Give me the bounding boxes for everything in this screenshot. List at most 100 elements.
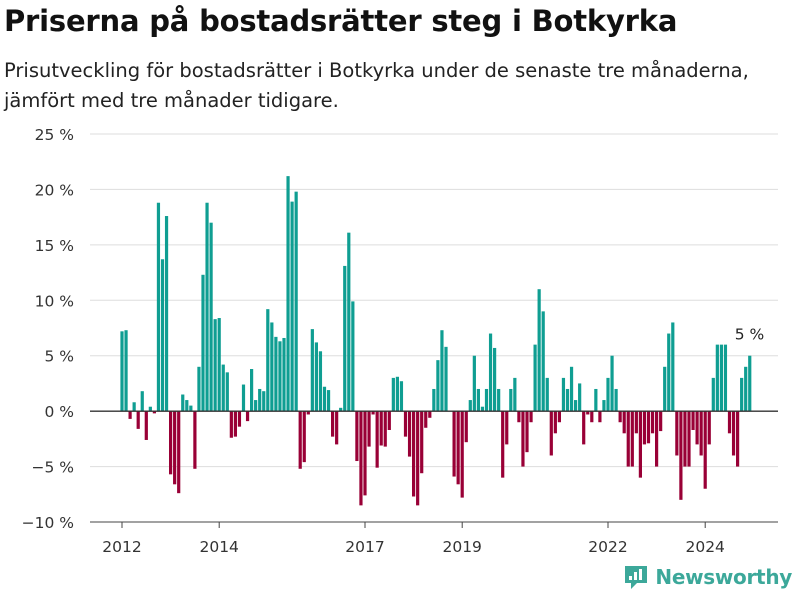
bar: [638, 411, 642, 478]
bar: [407, 411, 412, 457]
bar: [598, 411, 602, 423]
bar: [707, 411, 711, 445]
bar: [501, 411, 505, 478]
bar: [177, 411, 181, 494]
bar: [144, 411, 148, 440]
bar: [711, 377, 715, 412]
bar: [671, 322, 675, 412]
bar: [452, 411, 456, 477]
bar: [586, 411, 590, 415]
bar: [193, 411, 197, 469]
bar: [282, 337, 286, 412]
bar: [120, 331, 124, 412]
bar: [468, 400, 472, 412]
bar: [436, 360, 440, 412]
bar: [124, 330, 128, 412]
bar: [298, 411, 302, 469]
bar: [484, 388, 489, 412]
bar: [367, 411, 371, 447]
x-tick-label: 2019: [442, 538, 481, 556]
bar: [395, 376, 399, 412]
bar: [391, 377, 395, 412]
bar: [505, 411, 509, 445]
bar: [440, 330, 444, 412]
bar: [403, 411, 408, 437]
bar: [740, 377, 744, 412]
x-tick-label: 2014: [199, 538, 238, 556]
bar: [326, 390, 331, 412]
bar: [363, 411, 367, 496]
y-axis-tick-labels: −10 % −5 % 0 % 5 % 10 % 15 % 20 % 25 %: [22, 126, 74, 532]
bar: [254, 400, 258, 412]
bar: [371, 411, 375, 415]
bar: [533, 344, 537, 412]
bar: [156, 202, 161, 412]
bar: [169, 411, 173, 475]
bar: [213, 319, 217, 412]
bar: [286, 176, 290, 412]
x-tick-label: 2024: [685, 538, 724, 556]
bar: [748, 355, 752, 412]
bar: [331, 411, 335, 437]
bar: [201, 274, 205, 412]
x-tick-label: 2022: [588, 538, 627, 556]
bar: [383, 411, 387, 447]
bar: [675, 411, 679, 456]
y-tick-label: 10 %: [35, 292, 74, 310]
chart-title: Priserna på bostadsrätter steg i Botkyrk…: [4, 4, 678, 38]
y-tick-label: −5 %: [31, 459, 74, 477]
bar-series: [120, 176, 752, 506]
bar: [355, 411, 359, 462]
bar: [594, 388, 598, 412]
bar: [225, 372, 229, 412]
bar: [521, 411, 525, 467]
y-tick-label: 25 %: [35, 126, 74, 144]
bar: [723, 344, 728, 412]
bar: [152, 411, 156, 414]
bar: [614, 388, 618, 412]
bar: [270, 322, 274, 412]
bar: [610, 355, 614, 412]
bar: [553, 411, 557, 434]
bar: [237, 411, 242, 427]
bar: [132, 402, 136, 412]
bar: [306, 411, 310, 415]
bar: [642, 411, 647, 445]
y-tick-label: 20 %: [35, 181, 74, 199]
bar: [314, 342, 318, 412]
bar: [541, 311, 545, 412]
bar: [715, 344, 719, 412]
bar: [164, 216, 169, 412]
bar: [618, 411, 622, 423]
bar: [339, 407, 343, 412]
bar: [488, 333, 493, 412]
bar: [221, 364, 225, 412]
bar: [351, 301, 355, 412]
bar: [630, 411, 634, 467]
bar: [290, 201, 294, 412]
bar: [460, 411, 464, 498]
bar: [687, 411, 691, 467]
newsworthy-logo-icon: [625, 566, 648, 589]
bar: [185, 400, 189, 412]
bar: [274, 336, 278, 412]
bar: [695, 411, 699, 445]
bar: [217, 318, 221, 412]
bar: [663, 366, 667, 412]
bar: [525, 411, 529, 453]
bar: [513, 377, 517, 412]
bar: [245, 411, 250, 422]
bar: [719, 344, 723, 412]
bar: [233, 411, 237, 437]
bar: [302, 411, 306, 463]
bar: [160, 259, 165, 412]
bar: [509, 388, 513, 412]
x-tick-label: 2017: [345, 538, 384, 556]
bar: [472, 355, 476, 412]
annotations: 5 %: [735, 326, 765, 344]
bar: [399, 381, 404, 412]
bar: [205, 202, 209, 412]
bar: [148, 406, 152, 412]
bar: [606, 377, 610, 412]
